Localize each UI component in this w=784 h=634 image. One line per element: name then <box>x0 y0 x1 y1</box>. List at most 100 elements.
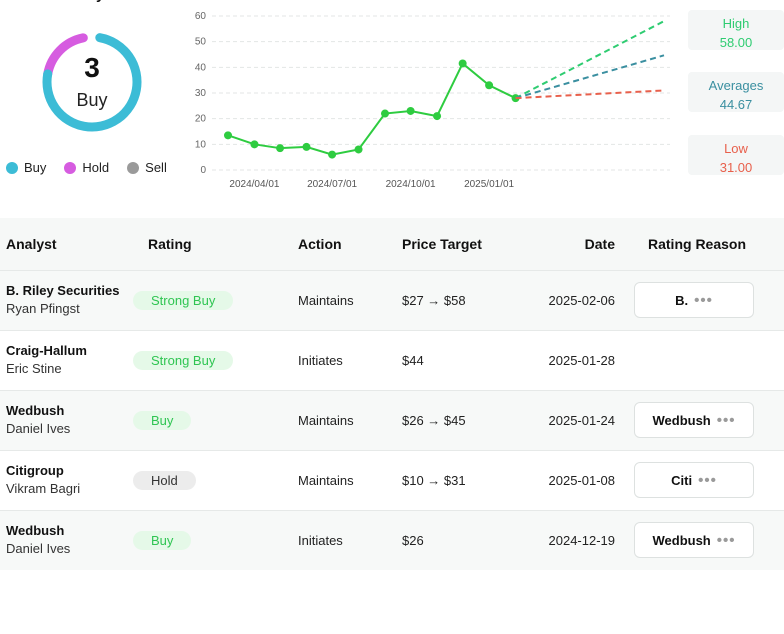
price-point <box>381 109 390 118</box>
header-rating-reason[interactable]: Rating Reason <box>648 235 747 252</box>
y-tick-label: 50 <box>195 37 207 48</box>
analyst-name: Daniel Ives <box>6 541 71 557</box>
rating-badge: Strong Buy <box>133 290 234 310</box>
price-point <box>276 144 285 153</box>
rating-cell: Strong Buy <box>126 330 292 390</box>
price-target-cell: $26 → $45 <box>402 412 466 428</box>
rating-badge: Hold <box>133 470 196 490</box>
analyst-cell: Wedbush Daniel Ives <box>0 390 126 450</box>
reason-cell <box>626 330 784 390</box>
price-point <box>458 59 467 68</box>
consensus-count: 3 <box>84 52 100 83</box>
reason-cell: Wedbush ••• <box>626 390 784 450</box>
y-tick-label: 40 <box>195 62 207 73</box>
analyst-name: Vikram Bagri <box>6 481 81 496</box>
rating-cell: Buy <box>126 510 292 570</box>
section-title-fragment: y <box>96 0 104 3</box>
consensus-center: 3 Buy <box>40 30 144 134</box>
rating-reason-label: B. <box>675 292 689 308</box>
low-target-value: 31.00 <box>719 160 753 175</box>
donut-buy-segment <box>42 32 142 132</box>
forecast-low-line <box>515 89 665 100</box>
rating-reason-button[interactable]: Wedbush ••• <box>634 522 754 559</box>
date-cell: 2025-02-06 <box>548 292 616 308</box>
legend-item-buy: Buy <box>6 160 46 175</box>
reason-cell: B. ••• <box>626 270 784 330</box>
action-cell: Initiates <box>298 352 343 368</box>
price-point <box>328 150 337 159</box>
date-cell: 2024-12-19 <box>548 532 616 548</box>
firm-name: Wedbush <box>6 403 65 418</box>
firm-name: Citigroup <box>6 463 64 478</box>
low-target-label: Low <box>724 141 748 156</box>
price-target-cell: $10 → $31 <box>402 472 466 488</box>
consensus-donut <box>42 32 142 132</box>
rating-reason-button[interactable]: Citi ••• <box>634 462 754 498</box>
more-icon: ••• <box>698 471 717 489</box>
low-target-box: Low 31.00 <box>688 135 784 175</box>
price-point <box>354 145 363 154</box>
rating-cell: Strong Buy <box>126 270 292 330</box>
analyst-cell: B. Riley Securities Ryan Pfingst <box>0 270 126 330</box>
average-target-value: 44.67 <box>719 97 753 112</box>
rating-badge: Buy <box>133 530 192 550</box>
header-analyst[interactable]: Analyst <box>6 235 57 252</box>
consensus-label: Buy <box>76 90 108 110</box>
rating-reason-button[interactable]: Wedbush ••• <box>634 402 754 438</box>
table-row: Craig-Hallum Eric Stine Strong Buy Initi… <box>0 330 784 390</box>
y-tick-label: 20 <box>195 114 207 125</box>
rating-reason-button[interactable]: B. ••• <box>634 282 754 318</box>
x-tick-label: 2025/01/01 <box>464 179 514 190</box>
analyst-cell: Craig-Hallum Eric Stine <box>0 330 126 390</box>
date-cell: 2025-01-24 <box>548 412 616 428</box>
action-cell: Maintains <box>298 412 354 428</box>
analyst-ratings-table: Analyst Rating Action Price Target Date … <box>0 218 784 570</box>
price-point <box>224 131 232 140</box>
firm-name: Craig-Hallum <box>6 343 87 358</box>
high-target-value: 58.00 <box>719 35 753 50</box>
rating-reason-label: Wedbush <box>652 532 711 548</box>
high-target-label: High <box>722 16 750 31</box>
analyst-cell: Wedbush Daniel Ives <box>0 510 126 570</box>
rating-cell: Hold <box>126 450 292 510</box>
analyst-summary-panel: y 3 Buy Buy Hold Sell 0 10 20 30 40 50 60 2024/… <box>0 0 784 205</box>
x-tick-label: 2024/04/01 <box>229 179 279 190</box>
price-target-cell: $26 <box>402 532 424 548</box>
header-rating[interactable]: Rating <box>148 235 192 252</box>
price-target-chart: 0 10 20 30 40 50 60 2024/04/01 2024/07/01 2024/10… <box>195 11 670 190</box>
rating-badge: Strong Buy <box>133 350 234 370</box>
more-icon: ••• <box>716 531 736 549</box>
legend-dot-sell <box>127 161 140 174</box>
forecast-high-line <box>515 20 665 100</box>
table-row: Citigroup Vikram Bagri Hold Maintains $1… <box>0 450 784 510</box>
analyst-cell: Citigroup Vikram Bagri <box>0 450 126 510</box>
header-date[interactable]: Date <box>584 235 615 252</box>
header-action[interactable]: Action <box>298 235 342 252</box>
more-icon: ••• <box>716 411 736 429</box>
table-row: Wedbush Daniel Ives Buy Maintains $26 → … <box>0 390 784 450</box>
y-tick-label: 10 <box>195 139 207 150</box>
firm-name: B. Riley Securities <box>6 283 120 298</box>
x-tick-label: 2024/07/01 <box>307 179 357 190</box>
analyst-name: Eric Stine <box>6 361 62 376</box>
table-row: Wedbush Daniel Ives Buy Initiates $26 20… <box>0 510 784 570</box>
legend-label-buy: Buy <box>24 160 47 175</box>
firm-name: Wedbush <box>6 523 65 539</box>
price-point <box>485 81 494 90</box>
rating-cell: Buy <box>126 390 292 450</box>
reason-cell: Citi ••• <box>626 450 784 510</box>
x-tick-label: 2024/10/01 <box>386 179 436 190</box>
date-cell: 2025-01-08 <box>548 472 616 488</box>
price-target-cell: $27 → $58 <box>402 292 466 308</box>
action-cell: Maintains <box>298 292 354 308</box>
y-tick-label: 30 <box>195 88 207 99</box>
header-price-target[interactable]: Price Target <box>402 235 482 252</box>
rating-reason-label: Wedbush <box>652 412 711 428</box>
analyst-name: Daniel Ives <box>6 421 71 436</box>
table-header-row: Analyst Rating Action Price Target Date … <box>0 218 784 270</box>
action-cell: Initiates <box>298 532 343 548</box>
y-tick-label: 0 <box>200 165 206 176</box>
date-cell: 2025-01-28 <box>548 352 616 368</box>
legend-item-sell: Sell <box>127 160 167 175</box>
legend-dot-hold <box>64 161 77 174</box>
